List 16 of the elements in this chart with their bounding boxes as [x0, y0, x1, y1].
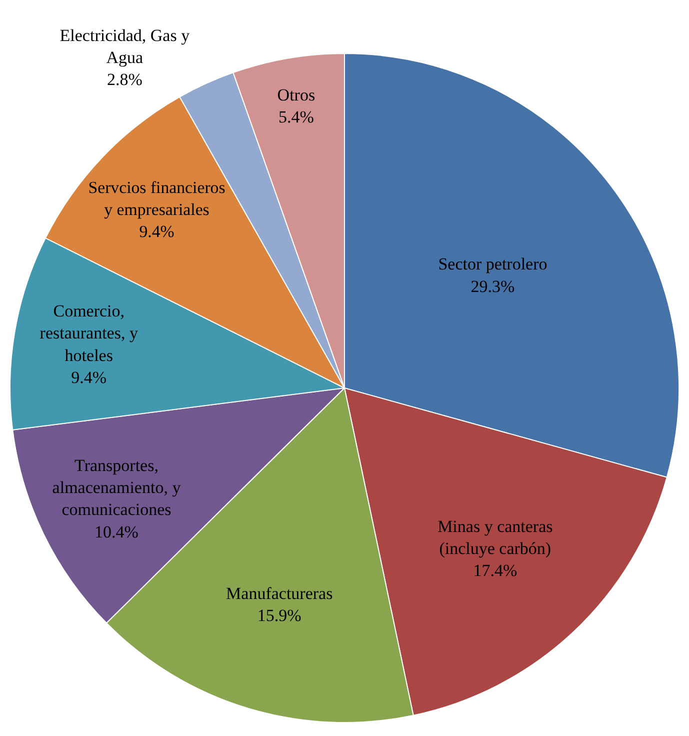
slice-label: Manufactureras [226, 584, 333, 604]
data-label: 10.4% [94, 522, 138, 542]
data-label: 5.4% [278, 107, 314, 126]
data-label: 17.4% [473, 561, 518, 580]
slice-label: Servcios financieros y empresariales [88, 178, 226, 219]
data-label: 9.4% [71, 368, 107, 387]
slice-label: Comercio, restaurantes, y hoteles [40, 302, 138, 365]
data-label: 2.8% [106, 70, 142, 89]
data-label: 15.9% [257, 606, 302, 626]
slice-label: Sector petrolero [438, 254, 548, 274]
slice-label: Otros [277, 85, 316, 104]
data-label: 29.3% [470, 276, 515, 296]
data-label: 9.4% [139, 222, 174, 241]
slice-label: Electricidad, Gas y Agua [60, 26, 190, 67]
slice-label: Transportes, almacenamiento, y comunicaciones [52, 456, 182, 520]
slice-label: Minas y canteras (incluye carbón) [438, 516, 553, 558]
